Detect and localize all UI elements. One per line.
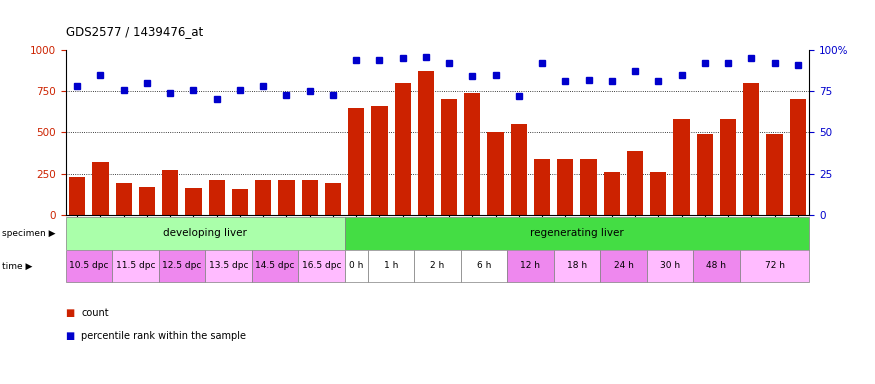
Text: 14.5 dpc: 14.5 dpc	[255, 262, 295, 270]
Bar	[345, 250, 368, 282]
Bar	[720, 119, 736, 215]
Bar	[534, 159, 550, 215]
Bar	[465, 93, 480, 215]
Text: specimen ▶: specimen ▶	[2, 229, 55, 238]
Bar	[626, 151, 643, 215]
Bar	[325, 183, 341, 215]
Bar	[789, 99, 806, 215]
Bar	[232, 189, 248, 215]
Text: GDS2577 / 1439476_at: GDS2577 / 1439476_at	[66, 25, 203, 38]
Bar	[208, 180, 225, 215]
Text: regenerating liver: regenerating liver	[530, 228, 624, 238]
Text: 0 h: 0 h	[349, 262, 363, 270]
Bar	[112, 250, 158, 282]
Bar	[69, 177, 86, 215]
Bar	[205, 250, 252, 282]
Bar	[66, 250, 112, 282]
Text: ■: ■	[66, 308, 78, 318]
Text: 1 h: 1 h	[384, 262, 398, 270]
Text: ■: ■	[66, 331, 78, 341]
Text: 12.5 dpc: 12.5 dpc	[162, 262, 201, 270]
Text: 10.5 dpc: 10.5 dpc	[69, 262, 108, 270]
Text: 72 h: 72 h	[765, 262, 785, 270]
Text: count: count	[81, 308, 109, 318]
Bar	[348, 108, 364, 215]
Bar	[66, 217, 345, 250]
Bar	[554, 250, 600, 282]
Bar	[647, 250, 693, 282]
Text: developing liver: developing liver	[163, 228, 247, 238]
Bar	[417, 71, 434, 215]
Text: 30 h: 30 h	[660, 262, 680, 270]
Bar	[696, 134, 713, 215]
Bar	[693, 250, 739, 282]
Bar	[278, 180, 295, 215]
Bar	[600, 250, 647, 282]
Text: percentile rank within the sample: percentile rank within the sample	[81, 331, 247, 341]
Bar	[345, 217, 809, 250]
Bar	[739, 250, 809, 282]
Bar	[255, 180, 271, 215]
Bar	[511, 124, 527, 215]
Bar	[414, 250, 461, 282]
Text: 24 h: 24 h	[613, 262, 634, 270]
Bar	[557, 159, 573, 215]
Bar	[650, 172, 667, 215]
Bar	[461, 250, 507, 282]
Bar	[674, 119, 690, 215]
Bar	[186, 188, 201, 215]
Text: 2 h: 2 h	[430, 262, 444, 270]
Bar	[162, 170, 178, 215]
Bar	[298, 250, 345, 282]
Bar	[252, 250, 298, 282]
Bar	[766, 134, 782, 215]
Bar	[302, 180, 318, 215]
Text: 48 h: 48 h	[706, 262, 726, 270]
Bar	[139, 187, 155, 215]
Bar	[507, 250, 554, 282]
Bar	[116, 183, 132, 215]
Bar	[395, 83, 410, 215]
Text: 18 h: 18 h	[567, 262, 587, 270]
Bar	[368, 250, 414, 282]
Bar	[604, 172, 620, 215]
Bar	[158, 250, 205, 282]
Bar	[93, 162, 108, 215]
Bar	[487, 132, 504, 215]
Bar	[371, 106, 388, 215]
Bar	[743, 83, 760, 215]
Bar	[580, 159, 597, 215]
Text: time ▶: time ▶	[2, 262, 32, 270]
Text: 16.5 dpc: 16.5 dpc	[302, 262, 341, 270]
Text: 12 h: 12 h	[521, 262, 541, 270]
Text: 6 h: 6 h	[477, 262, 491, 270]
Text: 13.5 dpc: 13.5 dpc	[208, 262, 248, 270]
Text: 11.5 dpc: 11.5 dpc	[116, 262, 155, 270]
Bar	[441, 99, 458, 215]
